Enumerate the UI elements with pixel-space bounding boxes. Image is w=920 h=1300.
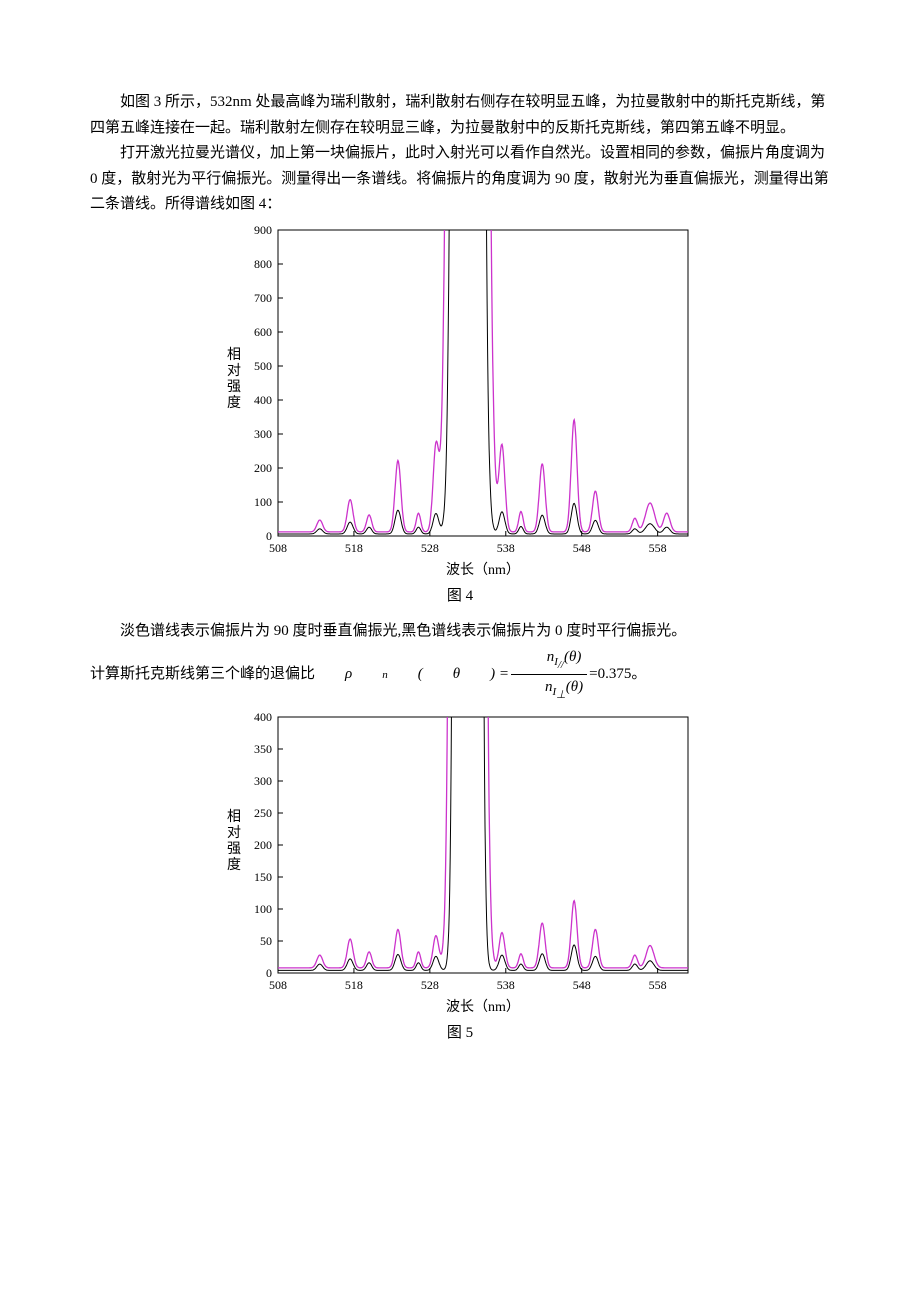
svg-text:对: 对 [227, 363, 241, 379]
paragraph-1: 如图 3 所示，532nm 处最高峰为瑞利散射，瑞利散射右侧存在较明显五峰，为拉… [90, 90, 830, 141]
eq-suffix: =0.375。 [589, 662, 646, 688]
eq-prefix: 计算斯托克斯线第三个峰的退偏比 [90, 662, 315, 688]
svg-text:600: 600 [254, 325, 272, 339]
svg-text:波长（nm）: 波长（nm） [446, 562, 520, 578]
svg-text:50: 50 [260, 934, 272, 948]
svg-text:250: 250 [254, 806, 272, 820]
eq-fraction: nI//(θ) nI⊥(θ) [509, 645, 589, 706]
svg-text:518: 518 [345, 541, 363, 555]
svg-text:900: 900 [254, 223, 272, 237]
svg-text:700: 700 [254, 291, 272, 305]
eq-lpar: ( [388, 662, 423, 688]
svg-text:500: 500 [254, 359, 272, 373]
paragraph-3: 淡色谱线表示偏振片为 90 度时垂直偏振光,黑色谱线表示偏振片为 0 度时平行偏… [90, 619, 830, 645]
svg-text:度: 度 [227, 395, 241, 411]
svg-text:558: 558 [649, 541, 667, 555]
svg-text:528: 528 [421, 541, 439, 555]
svg-text:400: 400 [254, 710, 272, 724]
svg-text:150: 150 [254, 870, 272, 884]
svg-text:528: 528 [421, 978, 439, 992]
svg-text:538: 538 [497, 541, 515, 555]
svg-text:对: 对 [227, 825, 241, 841]
svg-text:518: 518 [345, 978, 363, 992]
svg-text:100: 100 [254, 902, 272, 916]
eq-rho: ρ [315, 662, 352, 688]
eq-theta-3: θ [571, 679, 578, 695]
eq-rpar: ) = [460, 662, 509, 688]
svg-text:相: 相 [227, 347, 241, 363]
figure-4: 0100200300400500600700800900508518528538… [90, 222, 830, 616]
eq-den-perp: ⊥ [556, 690, 566, 702]
svg-text:相: 相 [227, 809, 241, 825]
paragraph-4: 计算斯托克斯线第三个峰的退偏比 ρn (θ) = nI//(θ) nI⊥(θ) … [90, 645, 830, 706]
eq-rho-sub: n [352, 666, 388, 685]
paragraph-2: 打开激光拉曼光谱仪，加上第一块偏振片，此时入射光可以看作自然光。设置相同的参数，… [90, 141, 830, 218]
svg-text:400: 400 [254, 393, 272, 407]
figure-4-caption: 图 4 [447, 584, 473, 610]
eq-theta-2: θ [569, 649, 576, 665]
figure-5: 0501001502002503003504005085185285385485… [90, 709, 830, 1053]
svg-text:538: 538 [497, 978, 515, 992]
svg-text:800: 800 [254, 257, 272, 271]
chart-5-svg: 0501001502002503003504005085185285385485… [220, 709, 700, 1019]
svg-text:200: 200 [254, 838, 272, 852]
svg-text:200: 200 [254, 461, 272, 475]
svg-text:558: 558 [649, 978, 667, 992]
chart-4-svg: 0100200300400500600700800900508518528538… [220, 222, 700, 582]
figure-5-caption: 图 5 [447, 1021, 473, 1047]
svg-text:350: 350 [254, 742, 272, 756]
svg-text:300: 300 [254, 774, 272, 788]
svg-text:508: 508 [269, 978, 287, 992]
svg-text:强: 强 [227, 842, 241, 857]
svg-text:波长（nm）: 波长（nm） [446, 999, 520, 1015]
svg-text:548: 548 [573, 541, 591, 555]
eq-theta-1: θ [423, 662, 460, 688]
svg-text:548: 548 [573, 978, 591, 992]
svg-text:100: 100 [254, 495, 272, 509]
svg-text:强: 强 [227, 380, 241, 395]
eq-num-par: // [558, 659, 564, 671]
svg-text:300: 300 [254, 427, 272, 441]
svg-text:度: 度 [227, 857, 241, 873]
svg-text:508: 508 [269, 541, 287, 555]
